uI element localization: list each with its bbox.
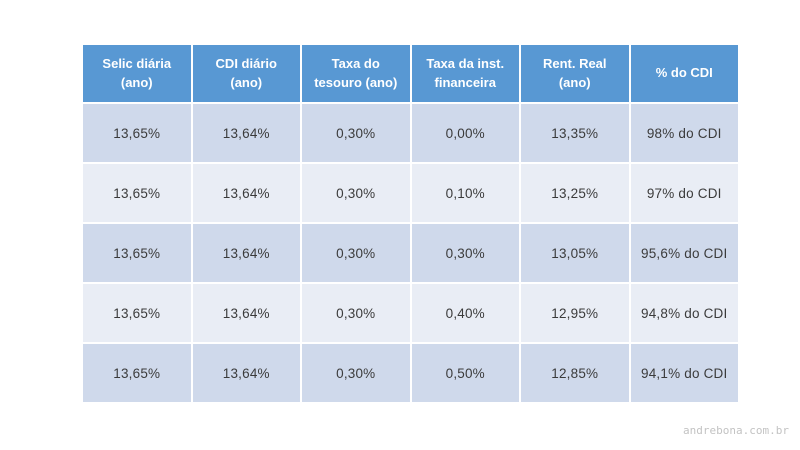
table-cell: 95,6% do CDI xyxy=(630,224,738,282)
table-cell: 0,50% xyxy=(411,344,519,402)
table-cell: 13,65% xyxy=(83,344,191,402)
table-cell: 13,35% xyxy=(521,104,629,162)
column-header-cdi-diario: CDI diário (ano) xyxy=(192,45,300,102)
watermark-text: andrebona.com.br xyxy=(683,424,789,437)
table-cell: 13,25% xyxy=(521,164,629,222)
table-cell: 0,30% xyxy=(411,224,519,282)
table-cell: 12,85% xyxy=(521,344,629,402)
table-cell: 13,65% xyxy=(83,164,191,222)
table-cell: 13,64% xyxy=(192,224,300,282)
table-cell: 13,64% xyxy=(192,104,300,162)
table-cell: 13,64% xyxy=(192,164,300,222)
table-cell: 13,65% xyxy=(83,284,191,342)
table-cell: 13,65% xyxy=(83,104,191,162)
table-cell: 98% do CDI xyxy=(630,104,738,162)
column-header-selic-diaria: Selic diária (ano) xyxy=(83,45,191,102)
column-header-taxa-inst-financeira: Taxa da inst. financeira xyxy=(411,45,519,102)
table-cell: 0,30% xyxy=(302,284,410,342)
table-cell: 94,8% do CDI xyxy=(630,284,738,342)
table-cell: 94,1% do CDI xyxy=(630,344,738,402)
table-cell: 0,30% xyxy=(302,344,410,402)
column-header-pct-cdi: % do CDI xyxy=(630,45,738,102)
table-cell: 0,30% xyxy=(302,104,410,162)
rates-comparison-table: Selic diária (ano) CDI diário (ano) Taxa… xyxy=(83,45,738,402)
table-cell: 0,30% xyxy=(302,164,410,222)
table-cell: 0,40% xyxy=(411,284,519,342)
table-cell: 0,10% xyxy=(411,164,519,222)
table-cell: 0,00% xyxy=(411,104,519,162)
table-cell: 97% do CDI xyxy=(630,164,738,222)
table-cell: 13,64% xyxy=(192,284,300,342)
table-cell: 0,30% xyxy=(302,224,410,282)
table-cell: 13,05% xyxy=(521,224,629,282)
table-cell: 12,95% xyxy=(521,284,629,342)
column-header-taxa-tesouro: Taxa do tesouro (ano) xyxy=(302,45,410,102)
table-cell: 13,64% xyxy=(192,344,300,402)
column-header-rent-real: Rent. Real (ano) xyxy=(521,45,629,102)
table-cell: 13,65% xyxy=(83,224,191,282)
